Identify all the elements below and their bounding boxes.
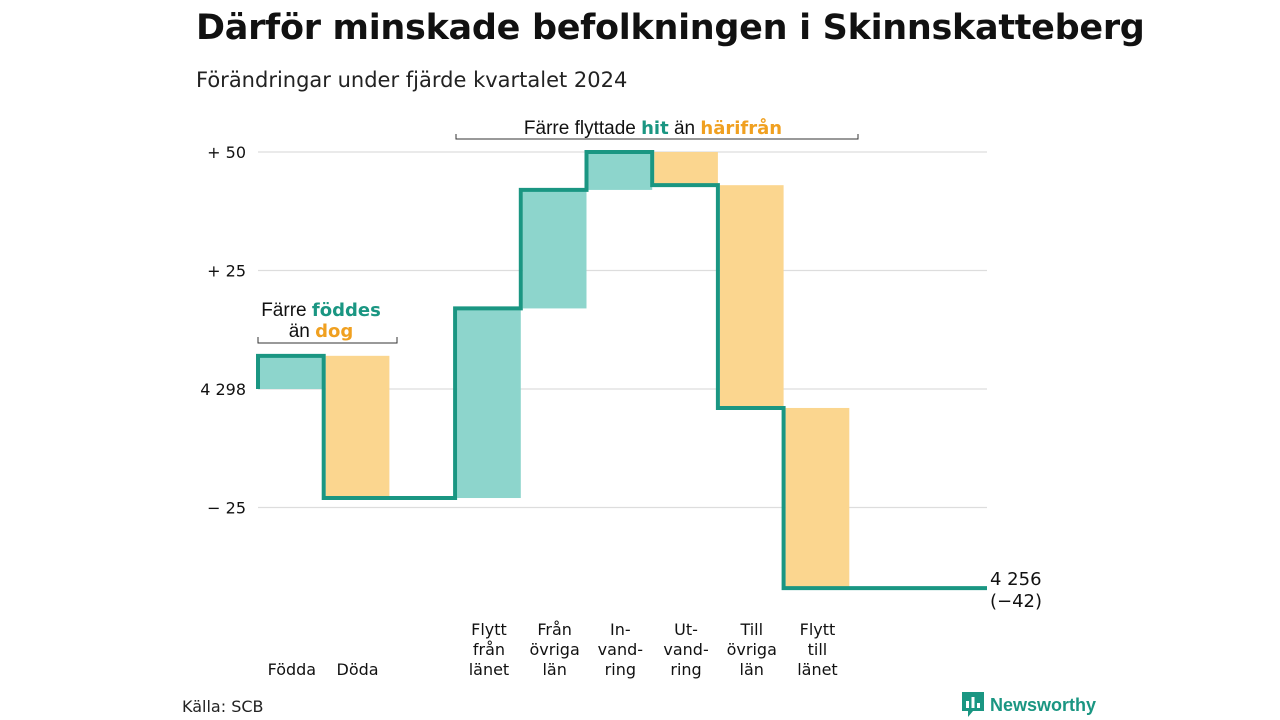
moves-annotation-text: Färre flyttade: [524, 118, 641, 139]
category-label: Döda: [337, 660, 379, 679]
category-label: Flytt: [800, 620, 836, 639]
category-label: Ut-: [674, 620, 698, 639]
newsworthy-logo: Newsworthy: [962, 692, 1096, 718]
source-note: Källa: SCB: [182, 697, 264, 716]
end-value-label: 4 256: [990, 569, 1042, 590]
category-label: Från: [537, 620, 572, 639]
bar-fodda: [260, 355, 324, 389]
category-label: övriga: [530, 640, 580, 659]
bar-flytt_till_lanet: [785, 407, 850, 589]
births-annotation-bracket: [257, 337, 398, 344]
category-labels: Födda DödaFlyttfrånlänetFrånövrigalänIn-v…: [268, 620, 838, 679]
births-annotation-highlight-born: föddes: [312, 300, 381, 321]
newsworthy-logo-text: Newsworthy: [990, 694, 1097, 715]
births-annotation-line2: än dog: [289, 321, 354, 342]
category-label: län: [542, 660, 566, 679]
bar-invandring: [588, 152, 653, 190]
bar-utvandring: [654, 152, 718, 186]
moves-annotation: Färre flyttade hit än härifrån: [455, 117, 859, 140]
category-label: länet: [797, 660, 838, 679]
category-label: Flytt: [471, 620, 507, 639]
births-annotation-text2: än: [289, 321, 315, 342]
moves-annotation-highlight-hit: hit: [641, 118, 669, 139]
bar-till_ovriga_lan: [719, 185, 784, 408]
end-change-label: (−42): [990, 591, 1042, 612]
category-label: ring: [605, 660, 636, 679]
category-label: vand-: [663, 640, 708, 659]
bars: [260, 152, 850, 589]
category-label: övriga: [727, 640, 777, 659]
y-tick-label: − 25: [207, 499, 246, 518]
y-tick-label: + 50: [207, 143, 246, 162]
category-label: län: [740, 660, 764, 679]
cumulative-step-line: [256, 150, 987, 591]
newsworthy-bar-chart-icon: [962, 692, 984, 717]
moves-annotation-bracket: [455, 134, 859, 140]
category-label: från: [473, 640, 505, 659]
moves-annotation-text2: än: [669, 118, 701, 139]
category-label: till: [808, 640, 828, 659]
births-annotation-highlight-died: dog: [315, 321, 353, 342]
bar-fran_ovriga_lan: [522, 189, 587, 309]
moves-annotation-line: Färre flyttade hit än härifrån: [524, 117, 782, 139]
births-annotation-text: Färre: [261, 300, 312, 321]
moves-annotation-highlight-harifran: härifrån: [700, 117, 782, 139]
category-label: vand-: [598, 640, 643, 659]
bar-doda: [325, 355, 390, 499]
bar-flytt_fran_lanet: [457, 308, 521, 499]
category-label: länet: [469, 660, 510, 679]
category-label: In-: [610, 620, 631, 639]
category-label: ring: [670, 660, 701, 679]
chart-subtitle: Förändringar under fjärde kvartalet 2024: [196, 68, 628, 92]
births-annotation: Färre föddes än dog: [257, 300, 398, 344]
category-label: Födda: [268, 660, 317, 679]
y-tick-label: 4 298: [200, 380, 246, 399]
chart-title: Därför minskade befolkningen i Skinnskat…: [196, 8, 1145, 48]
category-label: Till: [739, 620, 763, 639]
births-annotation-line1: Färre föddes: [261, 300, 381, 321]
y-tick-label: + 25: [207, 262, 246, 281]
y-tick-labels: + 50 + 25 4 298 − 25: [200, 143, 246, 518]
